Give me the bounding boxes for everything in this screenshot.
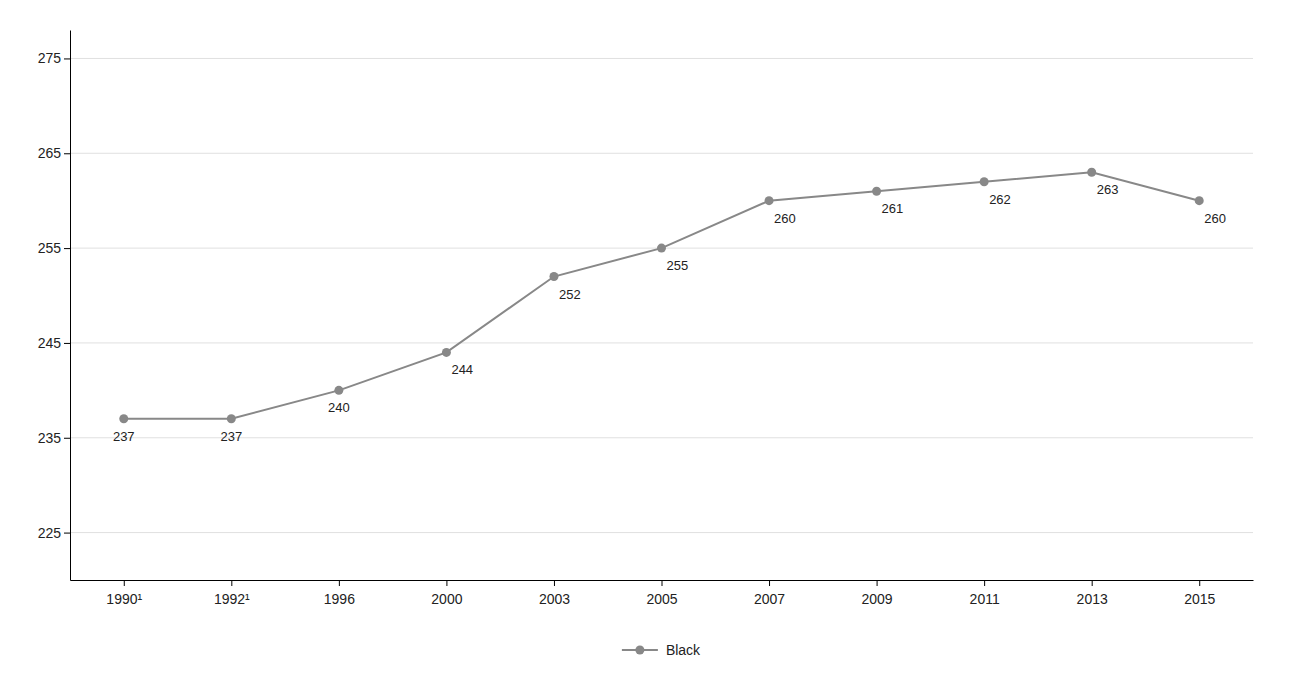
- data-label: 240: [328, 400, 350, 415]
- x-tick: 2007: [754, 580, 785, 607]
- legend-label: Black: [666, 642, 701, 658]
- tick-label: 1992¹: [214, 591, 250, 607]
- data-label: 237: [113, 429, 135, 444]
- grid-line: [70, 153, 1253, 154]
- grid-line: [70, 342, 1253, 343]
- y-tick: 225: [38, 525, 70, 541]
- tick-label: 225: [38, 525, 62, 541]
- marker: [119, 414, 128, 423]
- legend: Black: [622, 642, 701, 658]
- tick-mark: [554, 580, 555, 586]
- y-tick: 255: [38, 240, 70, 256]
- tick-label: 2000: [431, 591, 462, 607]
- tick-label: 2005: [646, 591, 677, 607]
- line: [124, 172, 1199, 419]
- axis-line: [70, 31, 71, 581]
- marker: [872, 187, 881, 196]
- x-tick: 2015: [1184, 580, 1215, 607]
- marker: [549, 272, 558, 281]
- marks: [119, 168, 1203, 424]
- data-label: 260: [1204, 211, 1226, 226]
- marker: [1087, 168, 1096, 177]
- tick-label: 2007: [754, 591, 785, 607]
- x-tick: 2003: [539, 580, 570, 607]
- y-tick: 235: [38, 430, 70, 446]
- tick-label: 2015: [1184, 591, 1215, 607]
- tick-label: 235: [38, 430, 62, 446]
- x-tick: 1992¹: [214, 580, 250, 607]
- tick-mark: [339, 580, 340, 586]
- tick-mark: [662, 580, 663, 586]
- legend-item: Black: [622, 642, 701, 658]
- legend-swatch: [635, 646, 644, 655]
- tick-label: 275: [38, 50, 62, 66]
- tick-mark: [1199, 580, 1200, 586]
- tick-mark: [124, 580, 125, 586]
- x-tick: 2013: [1077, 580, 1108, 607]
- tick-mark: [1092, 580, 1093, 586]
- tick-mark: [64, 438, 70, 439]
- data-label: 261: [882, 201, 904, 216]
- grid-line: [70, 532, 1253, 533]
- plot: 225 235 245 255 265 275 1990¹ 1992¹ 1996 2000 2003…: [38, 31, 1254, 608]
- y-tick: 265: [38, 145, 70, 161]
- marker: [765, 196, 774, 205]
- y-tick: 245: [38, 335, 70, 351]
- data-label: 252: [559, 287, 581, 302]
- y-tick: 275: [38, 50, 70, 66]
- data-labels: 237 237 240 244 252 255 260 261 262 263 260: [113, 182, 1226, 444]
- tick-mark: [64, 533, 70, 534]
- x-tick: 1996: [324, 580, 355, 607]
- tick-label: 2009: [862, 591, 893, 607]
- tick-label: 2013: [1077, 591, 1108, 607]
- tick-mark: [64, 248, 70, 249]
- marker: [442, 348, 451, 357]
- tick-label: 245: [38, 335, 62, 351]
- x-axis: 1990¹ 1992¹ 1996 2000 2003 2005 2007 2009 2011 20…: [71, 580, 1254, 607]
- tick-label: 1996: [324, 591, 355, 607]
- tick-mark: [877, 580, 878, 586]
- x-tick: 2009: [862, 580, 893, 607]
- x-tick: 2000: [431, 580, 462, 607]
- data-label: 262: [989, 192, 1011, 207]
- marker: [980, 177, 989, 186]
- data-label: 263: [1097, 182, 1119, 197]
- x-tick: 2011: [970, 580, 1000, 607]
- tick-label: 255: [38, 240, 62, 256]
- tick-label: 2003: [539, 591, 570, 607]
- y-axis: 225 235 245 255 265 275: [38, 31, 71, 581]
- marker: [334, 386, 343, 395]
- marker: [657, 244, 666, 253]
- grid-line: [70, 58, 1253, 59]
- data-label: 237: [220, 429, 242, 444]
- tick-mark: [64, 58, 70, 59]
- x-tick: 1990¹: [106, 580, 142, 607]
- tick-mark: [231, 580, 232, 586]
- tick-label: 265: [38, 145, 62, 161]
- data-label: 255: [667, 258, 689, 273]
- grid-line: [70, 437, 1253, 438]
- chart: 225 235 245 255 265 275 1990¹ 1992¹ 1996 2000 2003…: [0, 0, 1293, 680]
- tick-mark: [64, 153, 70, 154]
- grid: [70, 58, 1253, 532]
- tick-mark: [769, 580, 770, 586]
- tick-mark: [64, 343, 70, 344]
- tick-label: 2011: [970, 591, 1000, 607]
- marker: [1195, 196, 1204, 205]
- x-tick: 2005: [646, 580, 677, 607]
- data-label: 244: [451, 362, 473, 377]
- data-label: 260: [774, 211, 796, 226]
- tick-mark: [446, 580, 447, 586]
- tick-mark: [984, 580, 985, 586]
- marker: [227, 414, 236, 423]
- tick-label: 1990¹: [106, 591, 142, 607]
